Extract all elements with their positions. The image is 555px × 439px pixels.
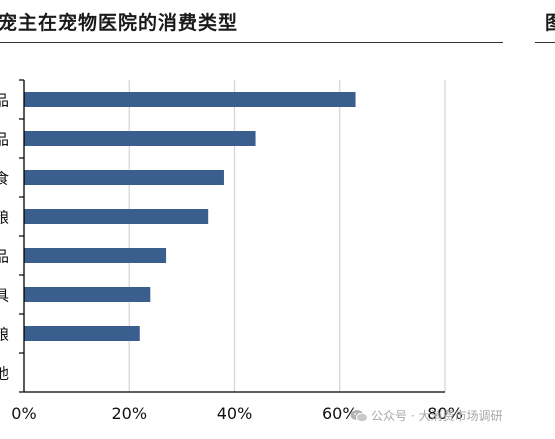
category-label: 品 xyxy=(0,248,9,266)
wechat-icon xyxy=(350,409,368,423)
category-label: 具 xyxy=(0,287,9,305)
category-label: 粮 xyxy=(0,326,9,344)
bar xyxy=(24,209,209,224)
category-label: 品 xyxy=(0,131,9,149)
bar xyxy=(24,92,356,107)
bar xyxy=(24,131,256,146)
category-label: 他 xyxy=(0,365,9,383)
bar xyxy=(24,326,140,341)
page-title: 宠主在宠物医院的消费类型 xyxy=(0,12,239,34)
x-tick-label: 0% xyxy=(11,404,36,423)
watermark-text: 公众号 · 大消费市场调研 xyxy=(371,409,503,423)
next-panel-title: 图 xyxy=(545,12,555,34)
category-label: 品 xyxy=(0,92,9,110)
bar xyxy=(24,287,151,302)
title-underline xyxy=(0,42,503,43)
x-tick-label: 40% xyxy=(217,404,253,423)
bar xyxy=(24,248,167,263)
x-tick-label: 20% xyxy=(111,404,147,423)
watermark: 公众号 · 大消费市场调研 xyxy=(350,407,502,424)
bar xyxy=(24,170,224,185)
x-tick-label: 60% xyxy=(322,404,358,423)
next-panel-underline xyxy=(535,42,555,43)
x-tick-label: 80% xyxy=(427,404,463,423)
category-label: 食 xyxy=(0,170,9,188)
category-label: 粮 xyxy=(0,209,9,227)
